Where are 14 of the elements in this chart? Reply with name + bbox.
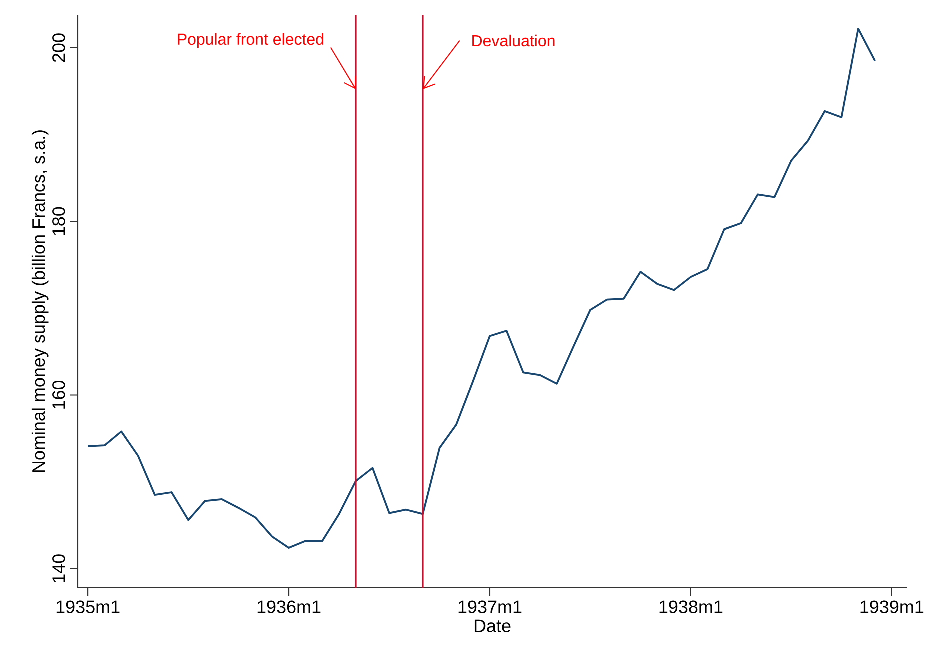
y-tick-label: 180 [52, 207, 66, 236]
line-series [87, 28, 876, 549]
y-tick-label: 160 [52, 380, 66, 409]
y-tick-label: 200 [52, 34, 66, 62]
x-tick-label: 1937m1 [458, 600, 522, 614]
y-tick-label: 140 [52, 554, 66, 583]
x-tick-label: 1938m1 [660, 600, 723, 614]
ref-line-label: Popular front elected [178, 33, 324, 48]
x-tick-label: 1939m1 [860, 600, 924, 614]
ref-line-label: Devaluation [472, 34, 555, 47]
x-tick-label: 1935m1 [56, 600, 120, 614]
y-axis-title: Nominal money supply (billion Francs, s.a.) [32, 130, 49, 472]
x-axis-title: Date [474, 620, 511, 632]
x-tick-label: 1936m1 [258, 600, 321, 614]
